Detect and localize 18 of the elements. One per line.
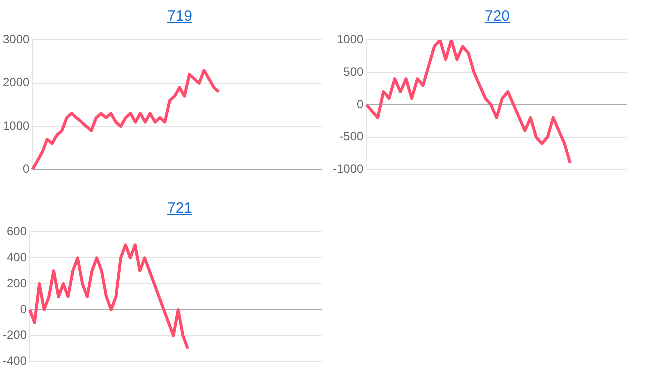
y-tick-label: 0 bbox=[20, 302, 28, 316]
y-tick-label: -1000 bbox=[332, 162, 364, 176]
y-tick-label: 600 bbox=[6, 224, 28, 239]
chart-title: 720 bbox=[484, 8, 512, 27]
y-tick-label: 1000 bbox=[2, 118, 30, 133]
y-tick-label: 200 bbox=[6, 276, 28, 290]
y-tick-label: 500 bbox=[344, 64, 364, 79]
y-tick-label: 0 bbox=[23, 162, 30, 176]
y-tick-label: 400 bbox=[6, 250, 28, 264]
y-tick-label: -200 bbox=[2, 328, 28, 342]
y-tick-label: 1000 bbox=[336, 32, 364, 47]
y-tick-label: 3000 bbox=[2, 32, 30, 47]
y-tick-label: -400 bbox=[2, 354, 28, 368]
y-tick-label: -500 bbox=[340, 130, 364, 144]
y-tick-label: 2000 bbox=[2, 76, 30, 90]
chart-title: 721 bbox=[166, 200, 194, 219]
chart-title: 719 bbox=[166, 8, 194, 27]
y-tick-label: 0 bbox=[357, 97, 364, 112]
